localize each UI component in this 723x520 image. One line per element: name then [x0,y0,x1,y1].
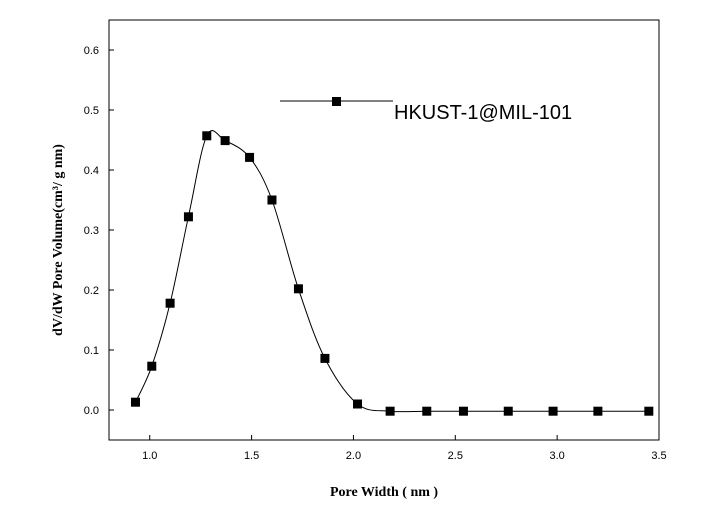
x-tick-labels: 1.0 1.5 2.0 2.5 3.0 3.5 [142,450,667,462]
data-point-marker [147,361,157,371]
legend-label: HKUST-1@MIL-101 [394,102,572,124]
x-tick-label: 1.5 [244,450,259,462]
data-point-marker [458,406,468,416]
y-tick-label: 0.2 [84,285,99,297]
y-tick-labels: 0.0 0.1 0.2 0.3 0.4 0.5 0.6 [84,45,99,417]
x-tick-label: 3.0 [549,450,564,462]
data-point-marker [385,406,395,416]
legend-marker [332,97,341,106]
data-point-marker [353,399,363,409]
y-tick-label: 0.3 [84,225,99,237]
data-point-marker [220,136,230,146]
legend: HKUST-1@MIL-101 [280,97,572,124]
series-markers [130,131,654,416]
plot-frame [108,19,660,441]
data-point-marker [293,284,303,294]
data-point-marker [130,397,140,407]
data-point-marker [548,406,558,416]
y-tick-label: 0.1 [84,345,99,357]
data-point-marker [165,298,175,308]
data-point-marker [644,406,654,416]
y-tick-label: 0.6 [84,45,99,57]
x-tick-label: 3.5 [651,450,666,462]
x-tick-label: 1.0 [142,450,157,462]
x-tick-label: 2.0 [346,450,361,462]
y-tick-label: 0.5 [84,105,99,117]
x-tick-label: 2.5 [448,450,463,462]
y-tick-label: 0.4 [84,165,99,177]
data-point-marker [245,152,255,162]
axis-ticks [109,49,660,440]
data-point-marker [183,212,193,222]
data-point-marker [593,406,603,416]
data-point-marker [267,195,277,205]
y-axis-title: dV/dW Pore Volume(cm³/ g nm) [51,144,66,336]
data-point-marker [422,406,432,416]
y-tick-label: 0.0 [84,405,99,417]
x-axis-title: Pore Width ( nm ) [330,485,438,500]
data-point-marker [503,406,513,416]
data-point-marker [202,131,212,141]
series-line [135,130,649,413]
data-point-marker [320,353,330,363]
